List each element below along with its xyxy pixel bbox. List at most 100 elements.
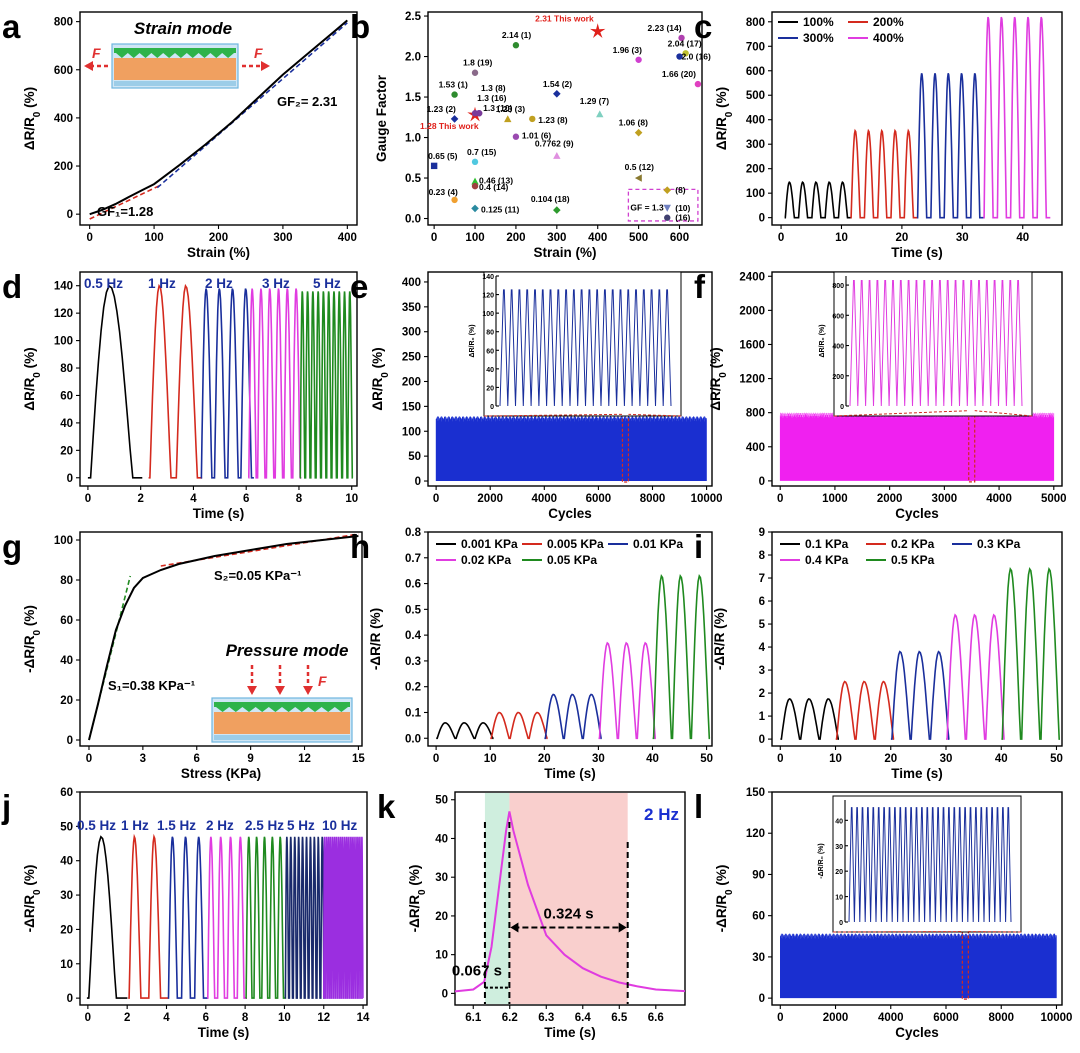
frequency-label: 5 Hz [287,818,315,833]
inset-y-tick-label: 120 [482,293,494,300]
x-tick-label: 100 [144,232,163,244]
y-axis-label-sub: 0 [32,111,43,117]
device-orange-layer [214,712,350,734]
x-tick-label: 0 [433,493,439,505]
inset-y-label: ΔR/R₀ (%) [469,324,476,357]
y-tick-label: 0.6 [405,579,421,591]
force-arrowhead [247,686,257,695]
y-axis-label-main: ΔR/R [708,377,723,410]
y-tick-label: 600 [746,66,765,78]
data-point-diamond [553,206,561,214]
zoom-connector-right [628,413,682,417]
inset-y-tick-label: 0 [840,404,844,411]
y-tick-label: 700 [746,41,765,53]
y-tick-label: 150 [746,787,765,799]
data-label: 1.3 (10) [483,103,512,113]
device-pyramids [116,53,234,58]
x-axis-label: Strain (%) [187,245,250,260]
inset-y-tick-label: 400 [832,344,844,351]
y-axis-label-main: ΔR/R [22,117,37,150]
data-label: 1.23 (3) [496,104,525,114]
zoom-connector-left [483,413,623,417]
plot-frame [771,11,1063,226]
data-point-circle [529,115,536,123]
y-axis-label-main: -ΔR/R [368,632,383,670]
data-point-circle [678,34,685,42]
y-tick-label: 8 [759,550,766,562]
force-arrowhead [275,686,285,695]
inset-y-tick-label: 60 [486,348,494,355]
x-tick-label: 500 [629,232,648,244]
x-tick-label: 12 [298,753,311,765]
data-label: (16) [675,213,690,223]
y-axis-label-sub: 0 [724,111,735,117]
y-tick-label: 0 [67,993,73,1005]
y-tick-label: 0.7 [405,553,421,565]
y-tick-label: 0 [759,993,765,1005]
frequency-label: 1.5 Hz [157,818,196,833]
x-tick-label: 3000 [932,493,958,505]
data-label: 2.04 (17) [668,38,702,48]
y-tick-label: 350 [402,302,421,314]
cycle-band [779,412,1055,481]
x-axis-label: Cycles [895,506,939,521]
inset-series-line [848,807,1012,923]
y-tick-label: 40 [60,856,73,868]
y-tick-label: 2000 [739,305,765,317]
y-tick-label: 50 [408,451,421,463]
series-line-2 [916,73,984,219]
y-tick-label: 40 [60,418,73,430]
y-tick-label: 200 [54,161,73,173]
y-axis-label: ΔR/R0 (%) [370,347,391,410]
y-axis-label-main: -ΔR/R [22,635,37,673]
device-base-layer [114,81,236,86]
x-tick-label: 200 [209,232,228,244]
y-tick-label: 0 [759,476,765,488]
mode-title: Strain mode [134,19,232,38]
x-tick-label: 6000 [933,1012,959,1024]
series-line-4 [299,291,354,479]
data-point-triangle-left [634,174,642,182]
y-tick-label: 0.0 [405,214,421,226]
data-point-circle [512,42,520,49]
data-point-star [590,23,606,38]
y-axis-label: -ΔR/R (%) [712,608,727,670]
data-label: 0.65 (5) [428,151,457,161]
data-label: 1.23 (8) [538,115,567,125]
y-tick-label: 1600 [739,339,765,351]
inset-y-label: ΔR/R₀ (%) [819,324,826,357]
data-point-circle [694,80,702,88]
data-point-circle [451,91,458,98]
x-tick-label: 600 [670,232,689,244]
inset-y-label: -ΔR/R₀ (%) [818,843,825,878]
s1-annotation: S₁=0.38 KPa⁻¹ [108,678,195,693]
x-axis-label: Cycles [895,1025,939,1040]
fall-arrowhead-right [618,922,627,933]
x-tick-label: 0 [85,493,91,505]
inset-y-tick-label: 20 [835,869,843,876]
y-tick-label: 100 [746,188,765,200]
highlight-box-label: GF = 1.3 [630,202,664,212]
x-tick-label: 0 [777,753,783,765]
x-tick-label: 6 [203,1012,209,1024]
legend-label: 100% [803,15,834,29]
data-label: (10) [675,203,690,213]
x-tick-label: 10000 [691,493,723,505]
y-axis-label-unit: (%) [368,608,383,633]
fit-line-2 [156,22,348,189]
y-tick-label: 0 [415,476,421,488]
frequency-label: 1 Hz [148,276,176,291]
plot-frame [79,271,358,487]
series-line-1 [490,711,548,740]
data-label: 0.46 (13) [479,175,513,185]
panel-letter: g [2,528,22,565]
y-tick-label: 150 [402,401,421,413]
fall-region [509,793,628,1004]
x-tick-label: 2000 [877,493,903,505]
x-tick-label: 20 [538,753,551,765]
data-point-circle [451,196,458,204]
y-axis-label: -ΔR/R0 (%) [714,865,735,933]
y-tick-label: 400 [746,115,765,127]
x-tick-label: 0 [86,753,92,765]
y-tick-label: 800 [54,17,73,29]
